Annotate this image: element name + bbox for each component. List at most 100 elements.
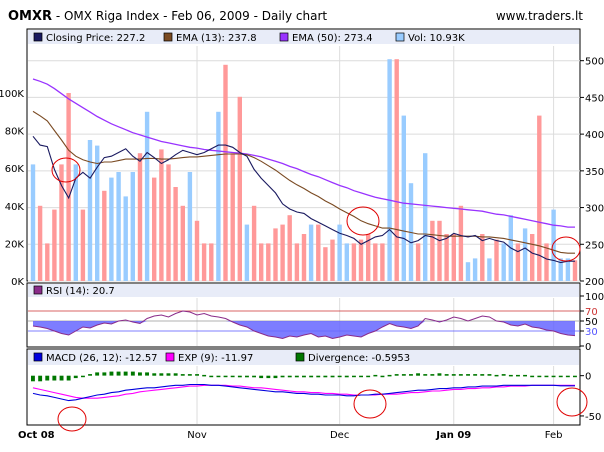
volume-bar bbox=[201, 243, 207, 281]
volume-bar bbox=[330, 239, 335, 281]
divergence-bar bbox=[430, 374, 435, 376]
divergence-bar bbox=[237, 375, 242, 378]
divergence-bar bbox=[544, 375, 549, 378]
divergence-bar bbox=[223, 375, 228, 378]
divergence-bar bbox=[173, 373, 178, 376]
divergence-bar bbox=[302, 375, 306, 378]
divergence-bar bbox=[309, 375, 314, 378]
divergence-bar bbox=[81, 375, 85, 378]
legend-swatch-divergence bbox=[295, 352, 305, 362]
volume-bar bbox=[472, 258, 478, 281]
divergence-bar bbox=[45, 375, 50, 381]
divergence-bar bbox=[401, 374, 406, 376]
volume-bar bbox=[209, 243, 214, 281]
volume-bar bbox=[137, 153, 143, 281]
divergence-bar bbox=[487, 374, 492, 376]
close-line bbox=[32, 135, 575, 264]
macd-panel bbox=[26, 348, 581, 426]
exp-line bbox=[32, 384, 575, 399]
volume-bar bbox=[537, 115, 542, 281]
volume-bar bbox=[144, 111, 150, 281]
divergence-bar bbox=[501, 374, 506, 376]
divergence-bar bbox=[209, 375, 214, 378]
divergence-bar bbox=[187, 374, 192, 376]
divergence-bar bbox=[216, 375, 221, 378]
divergence-bar bbox=[266, 375, 271, 379]
volume-bar bbox=[494, 239, 499, 281]
divergence-bar bbox=[180, 374, 185, 376]
divergence-bar bbox=[116, 371, 121, 376]
volume-bar bbox=[366, 234, 371, 281]
rsi-line bbox=[32, 310, 576, 340]
x-tick-label: Dec bbox=[330, 430, 349, 441]
volume-bar bbox=[316, 224, 321, 281]
volume-bar bbox=[166, 164, 171, 281]
rsi-tick-label: 70 bbox=[585, 307, 598, 318]
divergence-bar bbox=[145, 372, 149, 376]
volume-bar bbox=[558, 258, 563, 281]
divergence-bar bbox=[537, 375, 542, 378]
legend-swatch-volume bbox=[395, 32, 405, 42]
volume-bar bbox=[344, 243, 349, 281]
legend-swatch-ema50 bbox=[279, 32, 289, 42]
volume-bar bbox=[87, 140, 93, 281]
divergence-bar bbox=[245, 375, 249, 378]
highlight-circle bbox=[551, 236, 581, 262]
volume-bar bbox=[501, 243, 506, 281]
volume-bar bbox=[565, 258, 571, 281]
price-lines bbox=[32, 78, 575, 264]
volume-bar bbox=[487, 258, 492, 281]
divergence-bar bbox=[273, 375, 278, 379]
divergence-bar bbox=[130, 371, 135, 376]
divergence-bar bbox=[66, 375, 71, 381]
axis-ticks: 500450400350300250200100K80K60K40K20K0KO… bbox=[0, 57, 604, 441]
volume-bar bbox=[187, 172, 193, 281]
divergence-bar bbox=[202, 374, 207, 377]
divergence-bar bbox=[416, 373, 420, 376]
divergence-bar bbox=[330, 375, 335, 378]
highlight-circle bbox=[51, 157, 81, 183]
volume-bar bbox=[458, 205, 464, 281]
macd-line bbox=[32, 383, 575, 402]
divergence-bar bbox=[109, 371, 114, 376]
rsi-series bbox=[28, 310, 580, 340]
volume-bar bbox=[544, 243, 549, 281]
volume-bars bbox=[30, 59, 578, 282]
highlight-circles bbox=[51, 157, 588, 432]
divergence-bar bbox=[38, 375, 43, 382]
volume-bar bbox=[515, 243, 521, 281]
volume-bar bbox=[394, 59, 399, 282]
legend-close: Closing Price: 227.2 bbox=[46, 33, 145, 44]
ema13-line bbox=[32, 110, 575, 254]
divergence-bar bbox=[565, 375, 570, 378]
chart-title: OMXR - OMX Riga Index - Feb 06, 2009 - D… bbox=[8, 9, 327, 24]
legend-swatch-macd bbox=[33, 352, 43, 362]
divergence-bar bbox=[523, 374, 527, 377]
divergence-bar bbox=[195, 374, 199, 376]
divergence-bar bbox=[95, 372, 100, 376]
volume-bar bbox=[380, 243, 385, 281]
x-tick-label: Nov bbox=[187, 430, 207, 441]
volume-bar bbox=[259, 243, 264, 281]
divergence-bar bbox=[494, 374, 499, 377]
divergence-bar bbox=[530, 375, 535, 378]
volume-bar bbox=[337, 224, 342, 281]
price-tick-label: 200 bbox=[585, 277, 604, 288]
volume-bar bbox=[59, 164, 64, 281]
volume-bar bbox=[273, 228, 278, 281]
volume-bar bbox=[387, 59, 392, 282]
divergence-bar bbox=[573, 375, 577, 378]
macd-tick-label: 0 bbox=[585, 372, 591, 383]
macd-legend: MACD (26, 12): -12.57 EXP (9): -11.97 Di… bbox=[28, 350, 579, 365]
volume-bar bbox=[430, 220, 435, 281]
divergence-bar bbox=[551, 375, 556, 378]
volume-bar bbox=[73, 164, 78, 281]
price-tick-label: 400 bbox=[585, 130, 604, 141]
divergence-bar bbox=[558, 375, 563, 378]
divergence-bar bbox=[259, 375, 264, 379]
highlight-circle bbox=[57, 406, 87, 432]
divergence-bar bbox=[458, 374, 463, 376]
macd-series bbox=[31, 371, 577, 402]
divergence-bar bbox=[373, 374, 378, 377]
price-tick-label: 250 bbox=[585, 240, 604, 251]
